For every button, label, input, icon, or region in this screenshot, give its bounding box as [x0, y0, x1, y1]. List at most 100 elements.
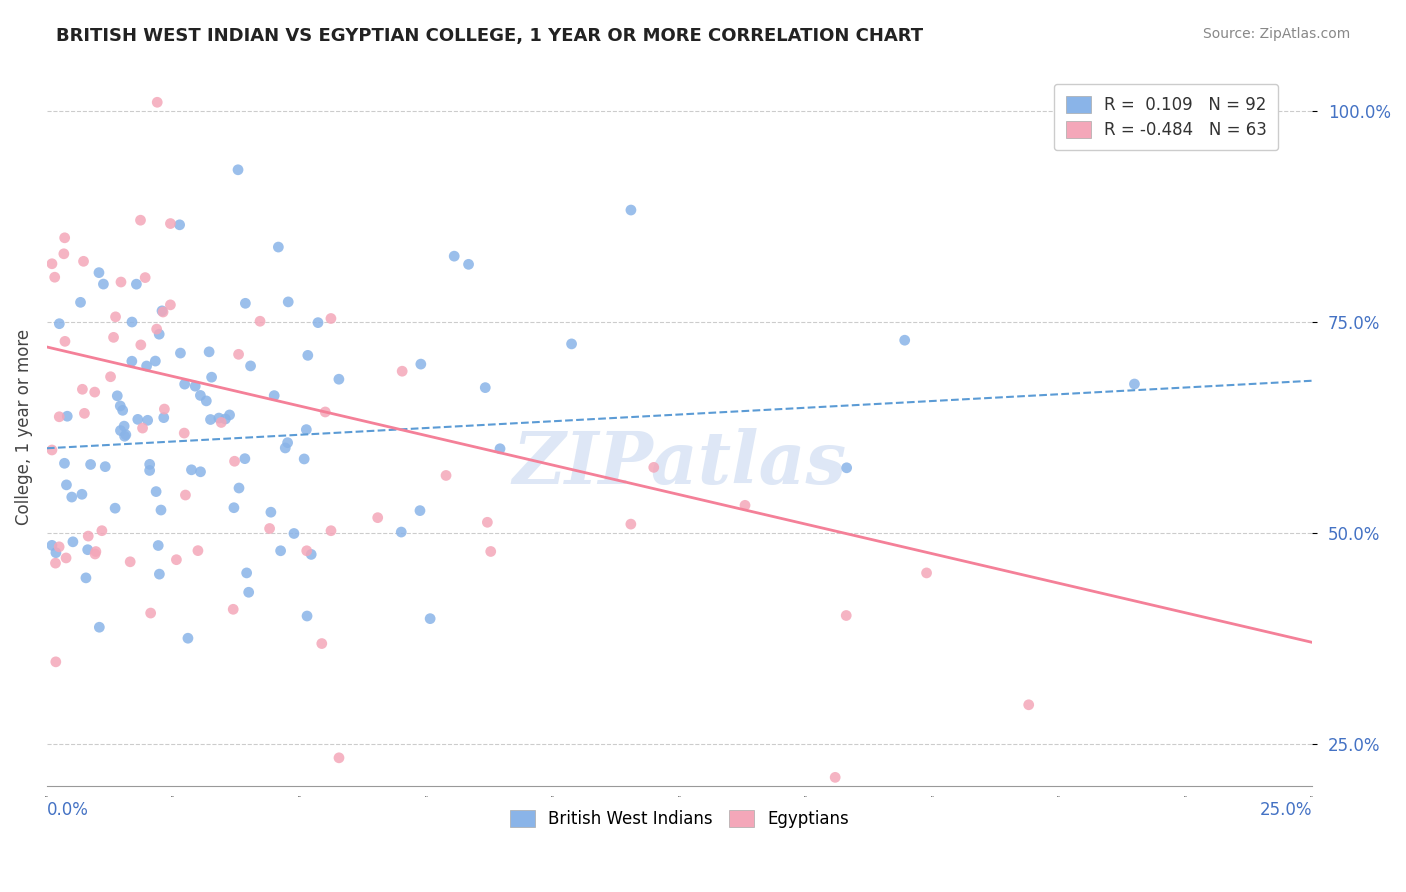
Point [110, 399, 132, 413]
Point [45, 546, 67, 560]
Point [260, 505, 283, 519]
Point [835, 608, 858, 623]
Point [1018, 698, 1040, 712]
Point [311, 636, 333, 650]
Point [233, 451, 256, 466]
Point [620, 202, 643, 217]
Point [100, 369, 122, 384]
Point [434, 468, 457, 483]
Point [226, 162, 249, 177]
Point [267, 240, 290, 254]
Point [41, 442, 63, 457]
Point [139, 606, 162, 620]
Point [277, 294, 299, 309]
Point [292, 452, 315, 467]
Point [127, 412, 149, 426]
Point [235, 566, 257, 580]
Point [41, 257, 63, 271]
Point [56, 409, 79, 424]
Point [274, 441, 297, 455]
Point [228, 481, 250, 495]
Point [53, 456, 76, 470]
Point [146, 95, 169, 110]
Point [893, 333, 915, 347]
Point [180, 463, 202, 477]
Point [177, 631, 200, 645]
Point [328, 372, 350, 386]
Point [111, 403, 134, 417]
Point [89, 620, 111, 634]
Point [110, 424, 132, 438]
Point [44, 270, 66, 285]
Text: Source: ZipAtlas.com: Source: ZipAtlas.com [1202, 27, 1350, 41]
Point [835, 460, 858, 475]
Point [135, 359, 157, 373]
Point [224, 454, 246, 468]
Point [174, 488, 197, 502]
Point [643, 460, 665, 475]
Point [152, 410, 174, 425]
Point [1123, 377, 1146, 392]
Point [90, 524, 112, 538]
Point [143, 354, 166, 368]
Point [195, 393, 218, 408]
Point [159, 217, 181, 231]
Point [70, 487, 93, 501]
Point [477, 516, 499, 530]
Point [367, 510, 389, 524]
Point [479, 544, 502, 558]
Point [159, 298, 181, 312]
Point [145, 322, 167, 336]
Point [249, 314, 271, 328]
Point [198, 344, 221, 359]
Text: 0.0%: 0.0% [46, 801, 89, 820]
Point [84, 544, 107, 558]
Legend: British West Indians, Egyptians: British West Indians, Egyptians [503, 804, 856, 835]
Point [165, 552, 187, 566]
Y-axis label: College, 1 year or more: College, 1 year or more [15, 329, 32, 525]
Point [60, 490, 83, 504]
Point [419, 612, 441, 626]
Point [152, 305, 174, 319]
Point [319, 311, 342, 326]
Point [389, 524, 412, 539]
Point [45, 655, 67, 669]
Point [328, 751, 350, 765]
Point [87, 266, 110, 280]
Point [319, 524, 342, 538]
Point [48, 409, 70, 424]
Point [76, 542, 98, 557]
Point [239, 359, 262, 373]
Point [148, 567, 170, 582]
Point [824, 770, 846, 784]
Point [94, 459, 117, 474]
Point [295, 423, 318, 437]
Point [277, 435, 299, 450]
Point [173, 377, 195, 392]
Point [136, 413, 159, 427]
Point [138, 458, 160, 472]
Point [110, 275, 132, 289]
Point [200, 412, 222, 426]
Point [295, 543, 318, 558]
Point [131, 421, 153, 435]
Point [409, 503, 432, 517]
Point [115, 427, 138, 442]
Point [228, 347, 250, 361]
Point [103, 330, 125, 344]
Point [620, 517, 643, 532]
Point [391, 364, 413, 378]
Point [148, 327, 170, 342]
Point [134, 270, 156, 285]
Point [69, 295, 91, 310]
Point [307, 316, 329, 330]
Point [297, 348, 319, 362]
Point [235, 296, 257, 310]
Point [53, 334, 76, 349]
Point [112, 419, 135, 434]
Point [55, 478, 77, 492]
Point [75, 571, 97, 585]
Point [270, 543, 292, 558]
Point [190, 465, 212, 479]
Point [73, 406, 96, 420]
